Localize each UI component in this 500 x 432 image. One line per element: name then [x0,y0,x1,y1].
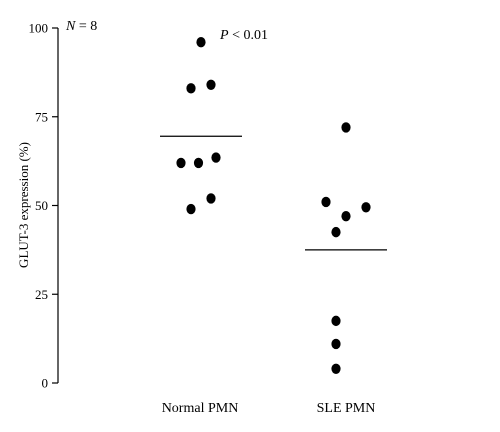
y-tick-label: 75 [35,109,48,124]
category-label-sle: SLE PMN [317,401,376,416]
y-tick-label: 25 [35,287,48,302]
data-point [196,37,206,48]
data-point [331,226,341,238]
data-point [341,122,351,133]
data-point [193,157,204,169]
data-layer [160,37,387,374]
data-point [211,152,221,163]
n-label: N = 8 [65,19,97,34]
data-point [331,363,341,374]
y-tick-label: 0 [42,376,49,391]
data-point [321,196,331,208]
data-point [206,79,216,91]
data-point [206,193,216,204]
data-point [186,203,196,215]
data-point [186,83,196,94]
n-label-rest: = 8 [75,19,97,34]
category-label-normal: Normal PMN [162,401,239,416]
data-point [361,202,371,213]
data-point [331,315,341,327]
y-axis-ticks: 0 25 50 75 100 [29,21,58,391]
p-label-rest: < 0.01 [229,28,268,43]
y-axis-title: GLUT-3 expression (%) [16,142,31,268]
data-point [176,157,186,169]
y-tick-label: 100 [29,21,49,36]
data-point [341,210,351,222]
data-point [331,338,341,350]
p-label: P < 0.01 [219,28,268,43]
y-tick-label: 50 [35,198,48,213]
